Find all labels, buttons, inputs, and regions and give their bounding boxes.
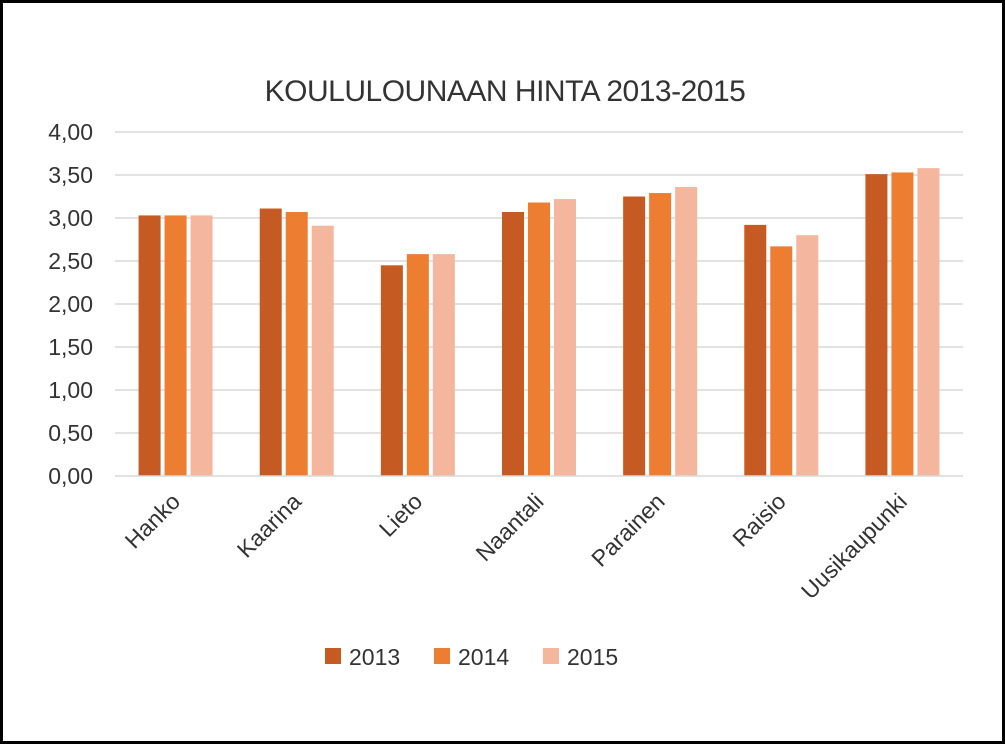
- y-tick-label: 3,00: [48, 205, 93, 231]
- bar-2013-uusikaupunki: [865, 174, 888, 476]
- bar-2014-lieto: [406, 254, 429, 476]
- bar-2013-kaarina: [259, 208, 282, 477]
- y-tick-label: 0,50: [48, 420, 93, 446]
- bar-2014-parainen: [649, 193, 672, 476]
- x-category-label: Parainen: [586, 488, 669, 571]
- bar-2014-naantali: [528, 202, 550, 476]
- bar-2015-kaarina: [311, 225, 334, 476]
- legend: 2013 2014 2015: [325, 644, 618, 670]
- bar-2013-hanko: [138, 215, 161, 477]
- bar-2015-raisio: [796, 235, 819, 476]
- bar-2015-naantali: [554, 199, 576, 476]
- y-tick-label: 0,00: [48, 463, 93, 489]
- x-category-label: Lieto: [374, 488, 428, 542]
- bar-chart: KOULULOUNAAN HINTA 2013-2015 0,00 0,50 1,0…: [48, 75, 963, 670]
- y-tick-label: 1,50: [48, 334, 93, 360]
- x-category-label: Naantali: [470, 488, 548, 566]
- bar-2013-parainen: [623, 196, 646, 476]
- legend-label-2013: 2013: [349, 644, 400, 670]
- x-category-label: Hanko: [120, 488, 185, 553]
- chart-title: KOULULOUNAAN HINTA 2013-2015: [265, 75, 746, 108]
- bar-2013-raisio: [744, 224, 767, 476]
- y-axis-ticks: 0,00 0,50 1,00 1,50 2,00 2,50 3,00 3,50 4,00: [48, 119, 93, 489]
- legend-label-2015: 2015: [567, 644, 618, 670]
- bar-2014-hanko: [164, 215, 187, 477]
- x-category-label: Kaarina: [232, 488, 307, 563]
- legend-label-2014: 2014: [458, 644, 509, 670]
- y-tick-label: 3,50: [48, 162, 93, 188]
- bar-2015-hanko: [190, 215, 213, 477]
- bar-2014-uusikaupunki: [891, 172, 914, 477]
- bar-2013-naantali: [502, 211, 524, 477]
- y-tick-label: 2,50: [48, 248, 93, 274]
- x-axis-categories: Hanko Kaarina Lieto Naantali Parainen Raisio U…: [120, 488, 912, 604]
- legend-swatch-2013: [325, 648, 341, 664]
- bar-2014-raisio: [770, 246, 793, 476]
- y-tick-label: 2,00: [48, 291, 93, 317]
- bar-2015-lieto: [432, 254, 455, 476]
- x-category-label: Raisio: [727, 488, 791, 552]
- legend-swatch-2014: [434, 648, 450, 664]
- bars: [138, 168, 940, 477]
- bar-2015-parainen: [675, 187, 698, 477]
- y-tick-label: 4,00: [48, 119, 93, 145]
- legend-swatch-2015: [543, 648, 559, 664]
- bar-2015-uusikaupunki: [917, 168, 940, 476]
- bar-2014-kaarina: [285, 211, 308, 477]
- x-category-label: Uusikaupunki: [796, 488, 912, 604]
- bar-2013-lieto: [380, 265, 403, 476]
- y-tick-label: 1,00: [48, 377, 93, 403]
